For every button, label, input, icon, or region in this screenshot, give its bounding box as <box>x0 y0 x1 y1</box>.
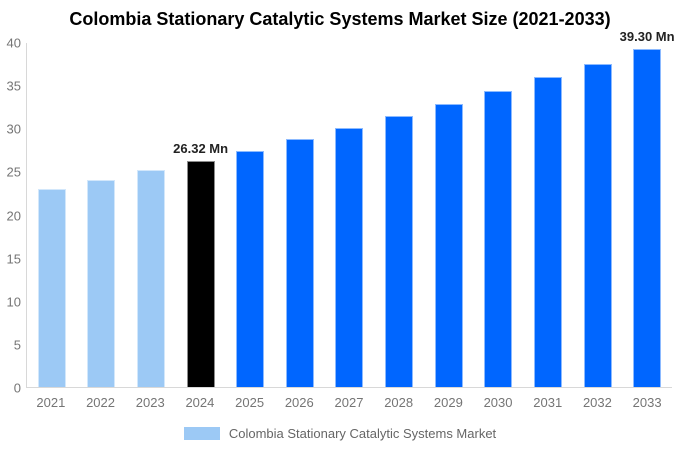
x-axis: 2021 2022 2023 2024 2025 2026 2027 2028 2029 2030… <box>26 395 672 410</box>
bar-2023 <box>137 170 166 387</box>
bar-slot-2032 <box>573 43 623 387</box>
legend: Colombia Stationary Catalytic Systems Ma… <box>0 426 680 441</box>
x-tick-2033: 2033 <box>632 395 662 410</box>
bar-2026 <box>285 139 314 387</box>
bar-2032 <box>583 63 612 387</box>
x-tick-2027: 2027 <box>334 395 364 410</box>
bar-2021 <box>37 189 66 387</box>
bar-slot-2026 <box>275 43 325 387</box>
plot-area: 26.32 Mn 39.30 Mn <box>26 30 675 388</box>
x-tick-2026: 2026 <box>284 395 314 410</box>
bar-slot-2027 <box>325 43 375 387</box>
legend-label: Colombia Stationary Catalytic Systems Ma… <box>228 426 497 441</box>
bar-2033 <box>633 49 662 387</box>
bar-2030 <box>484 91 513 387</box>
bar-slot-2028 <box>374 43 424 387</box>
bar-value-label-2033: 39.30 Mn <box>619 29 675 45</box>
bar-2028 <box>385 116 414 387</box>
bar-slot-2023 <box>126 43 176 387</box>
y-tick-10: 10 <box>6 294 21 310</box>
y-tick-20: 20 <box>6 208 21 223</box>
bar-slot-2031 <box>523 43 573 387</box>
x-tick-2030: 2030 <box>483 395 513 410</box>
bar-2022 <box>87 179 116 387</box>
y-tick-15: 15 <box>6 251 21 267</box>
x-tick-2024: 2024 <box>185 395 215 410</box>
y-axis: 0 5 10 15 20 25 30 35 40 <box>0 37 23 395</box>
x-tick-2031: 2031 <box>533 395 563 410</box>
bar-2031 <box>533 77 562 387</box>
x-tick-2022: 2022 <box>86 395 115 410</box>
y-tick-40: 40 <box>6 35 21 51</box>
x-tick-2021: 2021 <box>36 395 66 410</box>
y-tick-0: 0 <box>13 380 21 396</box>
bar-value-label-2024: 26.32 Mn <box>173 140 229 156</box>
bar-2029 <box>434 104 463 387</box>
chart-title: Colombia Stationary Catalytic Systems Ma… <box>69 9 611 29</box>
y-tick-5: 5 <box>13 337 21 353</box>
bar-slot-2029 <box>424 43 474 387</box>
bar-2025 <box>236 150 265 387</box>
y-tick-35: 35 <box>6 78 21 94</box>
y-tick-30: 30 <box>6 121 21 137</box>
bar-slot-2033: 39.30 Mn <box>620 30 675 387</box>
x-tick-2025: 2025 <box>235 395 265 410</box>
x-tick-2029: 2029 <box>433 395 463 410</box>
legend-swatch <box>183 427 220 440</box>
x-tick-2023: 2023 <box>135 395 165 410</box>
bar-slot-2024: 26.32 Mn <box>173 43 229 387</box>
y-tick-25: 25 <box>6 164 21 180</box>
bar-slot-2030 <box>473 43 523 387</box>
bar-2027 <box>335 128 364 387</box>
bar-slot-2022 <box>77 43 127 387</box>
x-tick-2028: 2028 <box>384 395 414 410</box>
bar-2024 <box>186 160 215 387</box>
bar-slot-2025 <box>225 43 275 387</box>
x-tick-2032: 2032 <box>582 395 612 410</box>
bar-slot-2021 <box>27 43 77 387</box>
